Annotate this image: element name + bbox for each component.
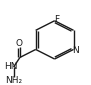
Text: NH₂: NH₂ [5, 76, 23, 85]
Text: HN: HN [4, 62, 18, 71]
Text: N: N [72, 46, 79, 55]
Text: O: O [16, 39, 23, 48]
Text: F: F [54, 15, 59, 24]
